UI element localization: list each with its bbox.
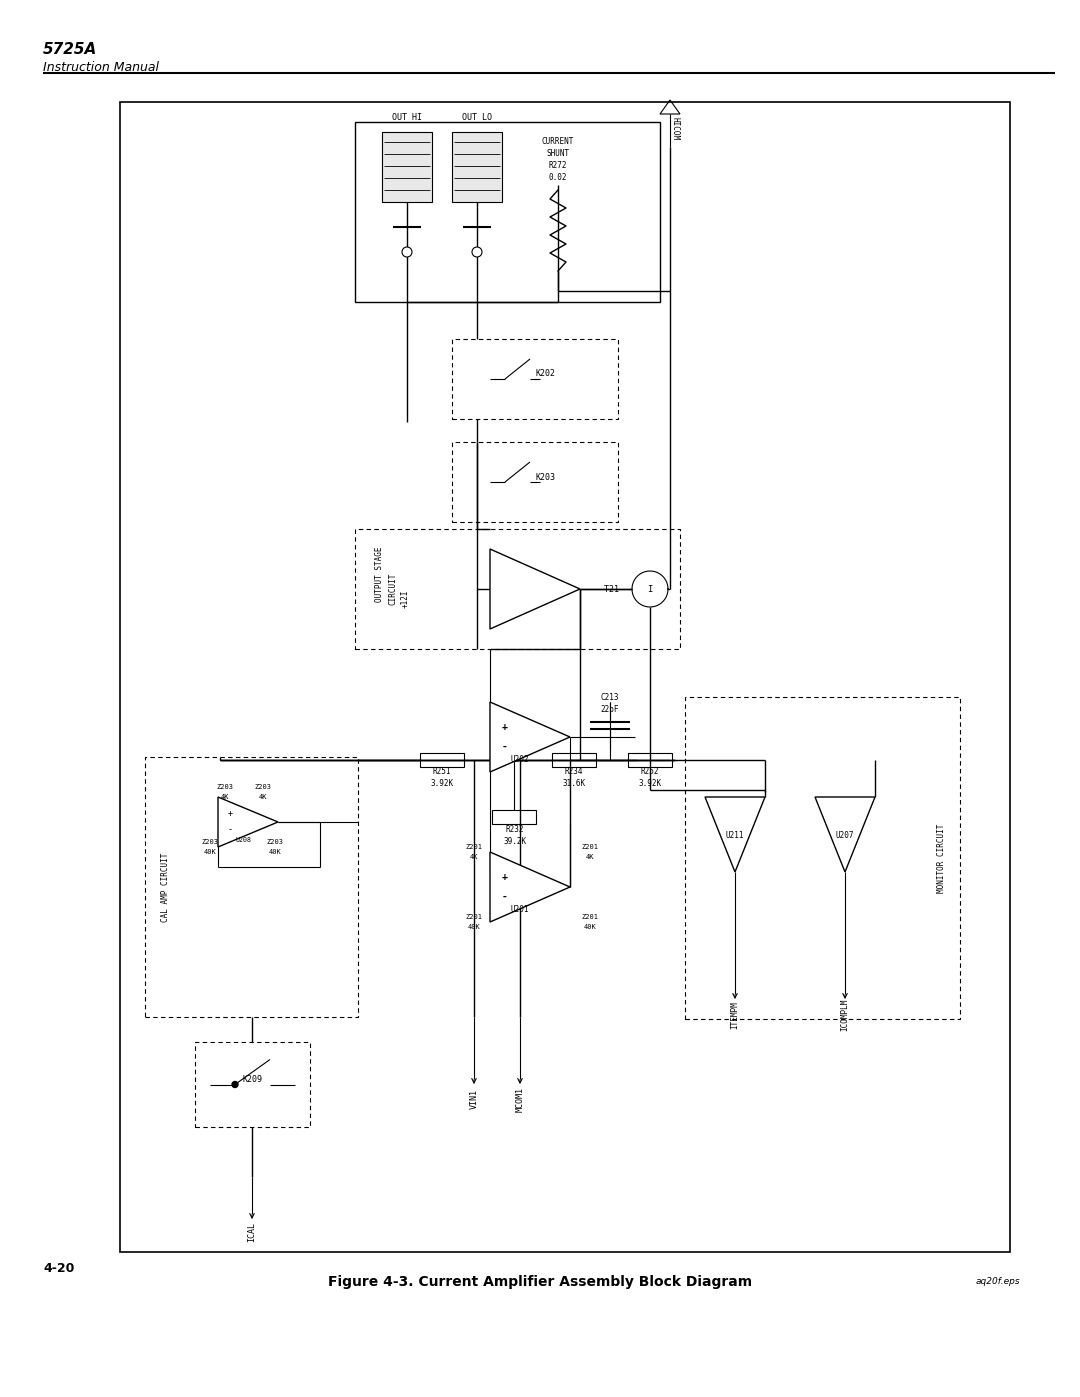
Text: 5725A: 5725A: [43, 42, 97, 57]
Text: K209: K209: [243, 1076, 262, 1084]
Bar: [627, 753, 672, 767]
Text: U211: U211: [726, 830, 744, 840]
Text: -: -: [502, 742, 508, 752]
Bar: [552, 753, 596, 767]
Text: Z203: Z203: [267, 840, 283, 845]
Bar: [685, 697, 960, 1018]
Text: CURRENT: CURRENT: [542, 137, 575, 147]
Bar: [492, 810, 536, 824]
Text: 39.2K: 39.2K: [503, 837, 527, 845]
Text: OUTPUT STAGE: OUTPUT STAGE: [376, 546, 384, 602]
Text: Z203: Z203: [255, 784, 271, 789]
Text: -T21: -T21: [600, 584, 620, 594]
Text: 3.92K: 3.92K: [638, 780, 662, 788]
Text: CIRCUIT: CIRCUIT: [389, 573, 397, 605]
Text: ITEMPM: ITEMPM: [730, 1002, 740, 1028]
Text: MCOM1: MCOM1: [515, 1087, 525, 1112]
Bar: [355, 122, 660, 302]
Circle shape: [232, 1081, 238, 1087]
Text: 31.6K: 31.6K: [563, 780, 585, 788]
Text: SHUNT: SHUNT: [546, 149, 569, 158]
Text: ICAL: ICAL: [247, 1222, 257, 1242]
Text: MONITOR CIRCUIT: MONITOR CIRCUIT: [937, 823, 946, 893]
Polygon shape: [490, 852, 570, 922]
Bar: [355, 529, 680, 650]
Bar: [195, 1042, 310, 1127]
Text: K202: K202: [535, 369, 555, 379]
Text: aq20f.eps: aq20f.eps: [975, 1277, 1020, 1287]
Text: C213: C213: [600, 693, 619, 701]
Text: 4K: 4K: [470, 854, 478, 861]
Text: Instruction Manual: Instruction Manual: [43, 61, 159, 74]
Text: 40K: 40K: [468, 923, 481, 930]
Text: 3.92K: 3.92K: [431, 780, 454, 788]
Text: 40K: 40K: [204, 849, 216, 855]
Text: K203: K203: [535, 472, 555, 482]
Text: 4K: 4K: [585, 854, 594, 861]
Bar: [453, 339, 618, 419]
Circle shape: [402, 247, 411, 257]
Bar: [382, 131, 432, 203]
Text: ICOMPLM: ICOMPLM: [840, 999, 850, 1031]
Text: 40K: 40K: [583, 923, 596, 930]
Text: 4K: 4K: [259, 793, 267, 800]
Bar: [145, 757, 357, 1017]
Text: U202: U202: [511, 754, 529, 764]
Text: -: -: [228, 826, 232, 834]
Text: VIN1: VIN1: [470, 1090, 478, 1109]
Text: CAL AMP CIRCUIT: CAL AMP CIRCUIT: [161, 852, 170, 922]
Text: 0.02: 0.02: [549, 173, 567, 183]
Text: OUT LO: OUT LO: [462, 113, 492, 122]
Text: U208: U208: [235, 837, 251, 842]
Text: OUT HI: OUT HI: [392, 113, 422, 122]
Text: +12I: +12I: [401, 590, 409, 608]
Text: R234: R234: [565, 767, 583, 777]
Text: +: +: [502, 872, 508, 882]
Text: 4-20: 4-20: [43, 1263, 75, 1275]
Circle shape: [472, 247, 482, 257]
Text: U207: U207: [836, 830, 854, 840]
Bar: [453, 441, 618, 522]
Text: Z203: Z203: [216, 784, 233, 789]
Bar: [120, 102, 1010, 1252]
Text: R232: R232: [505, 824, 524, 834]
Polygon shape: [490, 549, 580, 629]
Polygon shape: [490, 703, 570, 773]
Text: Z201: Z201: [465, 914, 483, 921]
Text: R251: R251: [433, 767, 451, 777]
Text: HICOM: HICOM: [671, 117, 679, 141]
Text: 40K: 40K: [269, 849, 282, 855]
Text: R252: R252: [640, 767, 659, 777]
Text: Z201: Z201: [581, 844, 598, 849]
Text: Figure 4-3. Current Amplifier Assembly Block Diagram: Figure 4-3. Current Amplifier Assembly B…: [328, 1275, 752, 1289]
Text: -: -: [502, 893, 508, 902]
Polygon shape: [705, 798, 765, 872]
Text: Z201: Z201: [581, 914, 598, 921]
Bar: [420, 753, 464, 767]
Text: Z201: Z201: [465, 844, 483, 849]
Bar: [453, 131, 502, 203]
Text: 4K: 4K: [220, 793, 229, 800]
Text: U201: U201: [511, 904, 529, 914]
Text: R272: R272: [549, 162, 567, 170]
Text: +: +: [502, 722, 508, 732]
Text: 22pF: 22pF: [600, 704, 619, 714]
Text: +: +: [228, 809, 232, 819]
Polygon shape: [218, 798, 278, 847]
Text: Z203: Z203: [202, 840, 218, 845]
Text: I: I: [647, 584, 652, 594]
Polygon shape: [815, 798, 875, 872]
